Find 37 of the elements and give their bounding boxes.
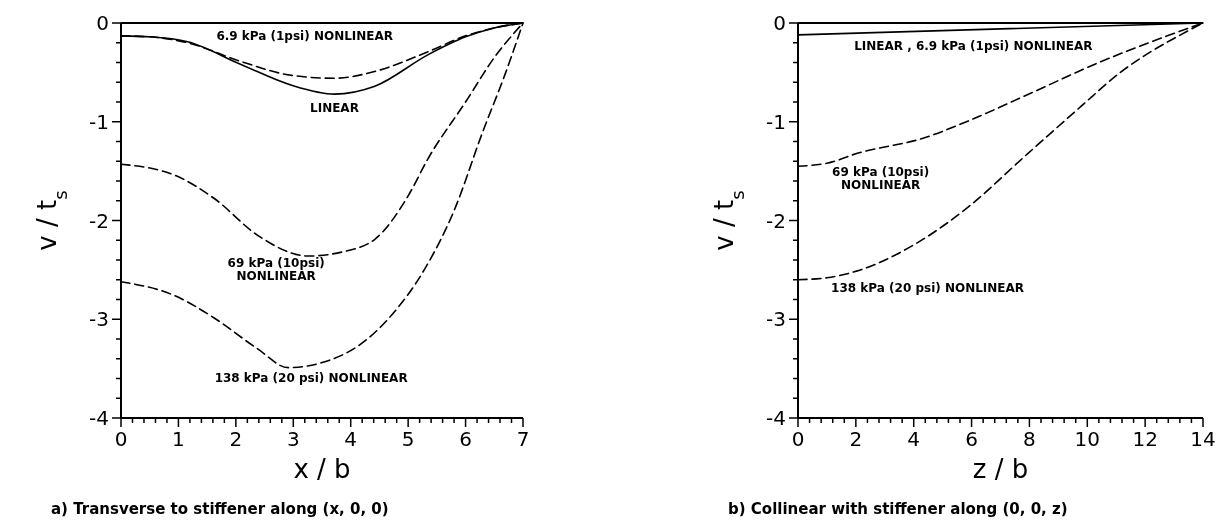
y-tick-label: -4: [766, 406, 786, 430]
series-label: 69 kPa (10psi) NONLINEAR: [832, 164, 930, 192]
x-tick-label: 10: [1074, 427, 1101, 451]
series-label: LINEAR , 6.9 kPa (1psi) NONLINEAR: [854, 38, 1093, 53]
x-tick-label: 0: [114, 427, 128, 451]
x-tick-label: 14: [1190, 427, 1216, 451]
y-tick-label: 0: [773, 11, 786, 35]
x-axis-title: x / b: [293, 454, 351, 484]
y-tick-label: 0: [96, 11, 109, 35]
x-tick-label: 5: [401, 427, 415, 451]
text: b) Collinear with stiffener along (0, 0, z): [728, 500, 1068, 518]
x-tick-label: 2: [849, 427, 863, 451]
series-label: 6.9 kPa (1psi) NONLINEAR: [216, 29, 394, 44]
y-tick-label: -3: [766, 307, 786, 332]
y-tick-label: -1: [766, 109, 786, 134]
x-tick-label: 8: [1023, 427, 1036, 451]
x-tick-label: 0: [791, 427, 805, 451]
series-label: 138 kPa (20 psi) NONLINEAR: [831, 280, 1025, 295]
x-tick-label: 6: [965, 427, 978, 451]
y-tick-label: -4: [89, 406, 109, 430]
series-label: 69 kPa (10psi) NONLINEAR: [227, 255, 325, 283]
y-tick-label: -3: [89, 307, 109, 332]
x-tick-label: 1: [172, 427, 185, 451]
text: a) Transverse to stiffener along (x, 0, 0): [51, 500, 389, 518]
x-tick-label: 7: [516, 427, 530, 451]
x-tick-label: 6: [459, 427, 472, 451]
y-tick-label: -1: [89, 109, 109, 134]
x-tick-label: 4: [907, 427, 921, 451]
x-axis-title: z / b: [972, 454, 1029, 484]
x-tick-label: 2: [229, 427, 243, 451]
y-tick-label: -2: [89, 208, 109, 233]
x-tick-label: 4: [344, 427, 358, 451]
x-tick-label: 12: [1132, 427, 1158, 451]
series-label: LINEAR: [310, 101, 359, 116]
y-tick-label: -2: [766, 208, 786, 233]
x-tick-label: 3: [286, 427, 300, 451]
series-label: 138 kPa (20 psi) NONLINEAR: [214, 371, 408, 386]
